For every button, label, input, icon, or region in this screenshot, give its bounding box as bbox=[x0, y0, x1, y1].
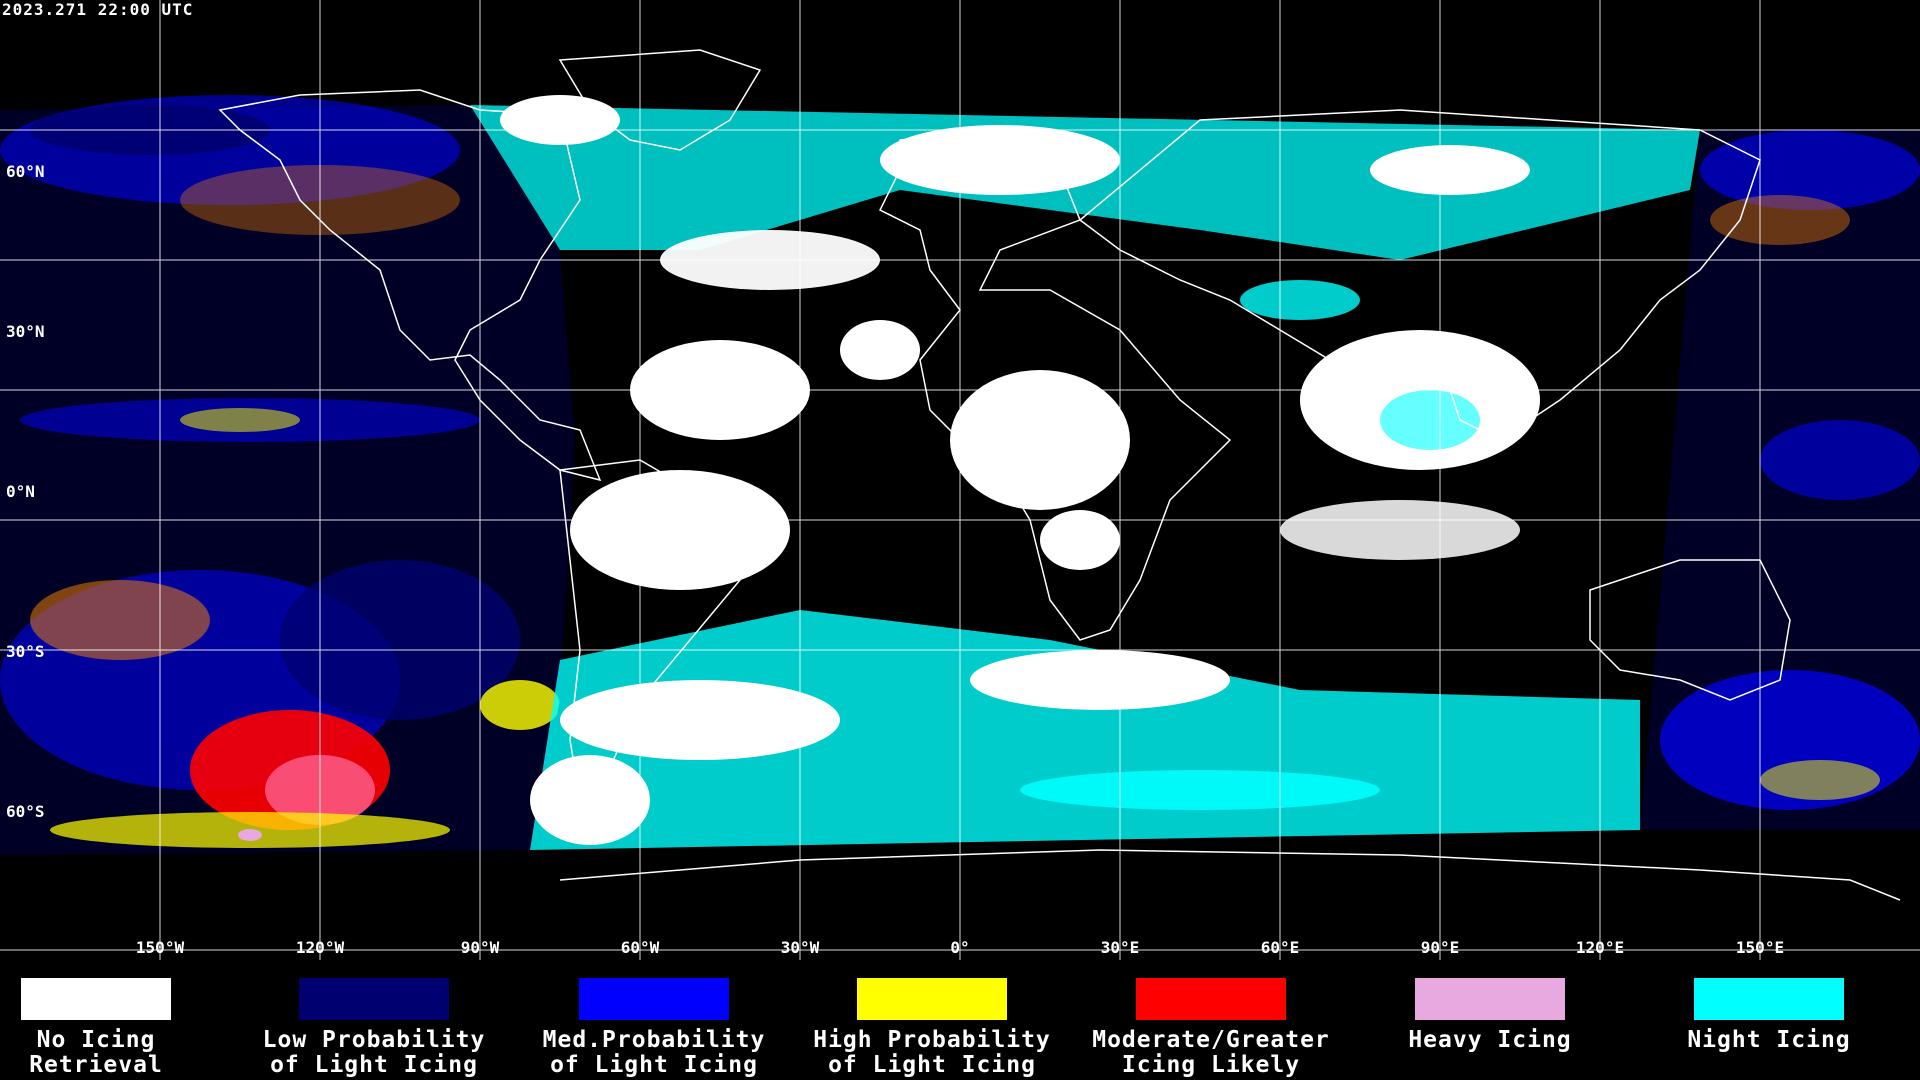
lat-label-60s: 60°S bbox=[6, 802, 45, 821]
legend-label-high-prob: High Probability of Light Icing bbox=[813, 1027, 1051, 1078]
legend-item-med-prob: Med.Probability of Light Icing bbox=[519, 978, 789, 1078]
lon-label-90w: 90°W bbox=[460, 938, 500, 957]
legend-swatch-no-icing bbox=[21, 978, 171, 1020]
legend-swatch-med-prob bbox=[579, 978, 729, 1020]
lon-label-120w: 120°W bbox=[295, 938, 345, 957]
lat-label-30n: 30°N bbox=[6, 322, 45, 341]
legend-label-med-prob: Med.Probability of Light Icing bbox=[542, 1027, 766, 1078]
lon-label-120e: 120°E bbox=[1575, 938, 1625, 957]
lon-label-150e: 150°E bbox=[1735, 938, 1785, 957]
legend-swatch-heavy bbox=[1415, 978, 1565, 1020]
central-imager-region bbox=[470, 95, 1700, 850]
lon-label-30w: 30°W bbox=[780, 938, 820, 957]
lon-label-0: 0° bbox=[950, 938, 970, 957]
legend-label-moderate: Moderate/Greater Icing Likely bbox=[1092, 1027, 1330, 1078]
legend: No Icing Retrieval Low Probability of Li… bbox=[0, 960, 1920, 1080]
legend-item-no-icing: No Icing Retrieval bbox=[0, 978, 231, 1078]
pacific-imager-region bbox=[0, 95, 575, 855]
lon-label-60w: 60°W bbox=[620, 938, 660, 957]
legend-swatch-night bbox=[1694, 978, 1844, 1020]
map-canvas bbox=[0, 0, 1920, 960]
legend-swatch-moderate bbox=[1136, 978, 1286, 1020]
legend-label-night: Night Icing bbox=[1687, 1027, 1851, 1053]
legend-item-moderate: Moderate/Greater Icing Likely bbox=[1076, 978, 1346, 1078]
lon-label-60e: 60°E bbox=[1260, 938, 1300, 957]
legend-label-no-icing: No Icing Retrieval bbox=[29, 1027, 163, 1078]
icing-map: 2023.271 22:00 UTC 60°N 30°N 0°N 30°S 60… bbox=[0, 0, 1920, 960]
legend-label-heavy: Heavy Icing bbox=[1408, 1027, 1572, 1053]
lat-label-60n: 60°N bbox=[6, 162, 45, 181]
lat-lon-grid bbox=[0, 0, 1920, 960]
legend-swatch-high-prob bbox=[857, 978, 1007, 1020]
lat-label-30s: 30°S bbox=[6, 642, 45, 661]
legend-item-heavy: Heavy Icing bbox=[1355, 978, 1625, 1053]
lon-label-150w: 150°W bbox=[135, 938, 185, 957]
legend-item-low-prob: Low Probability of Light Icing bbox=[239, 978, 509, 1078]
timestamp-label: 2023.271 22:00 UTC bbox=[2, 0, 194, 19]
legend-item-night: Night Icing bbox=[1634, 978, 1904, 1053]
legend-item-high-prob: High Probability of Light Icing bbox=[797, 978, 1067, 1078]
legend-label-low-prob: Low Probability of Light Icing bbox=[262, 1027, 486, 1078]
lat-label-0n: 0°N bbox=[6, 482, 35, 501]
legend-swatch-low-prob bbox=[299, 978, 449, 1020]
lon-label-90e: 90°E bbox=[1420, 938, 1460, 957]
west-pacific-imager-region bbox=[1620, 130, 1920, 830]
lon-label-30e: 30°E bbox=[1100, 938, 1140, 957]
